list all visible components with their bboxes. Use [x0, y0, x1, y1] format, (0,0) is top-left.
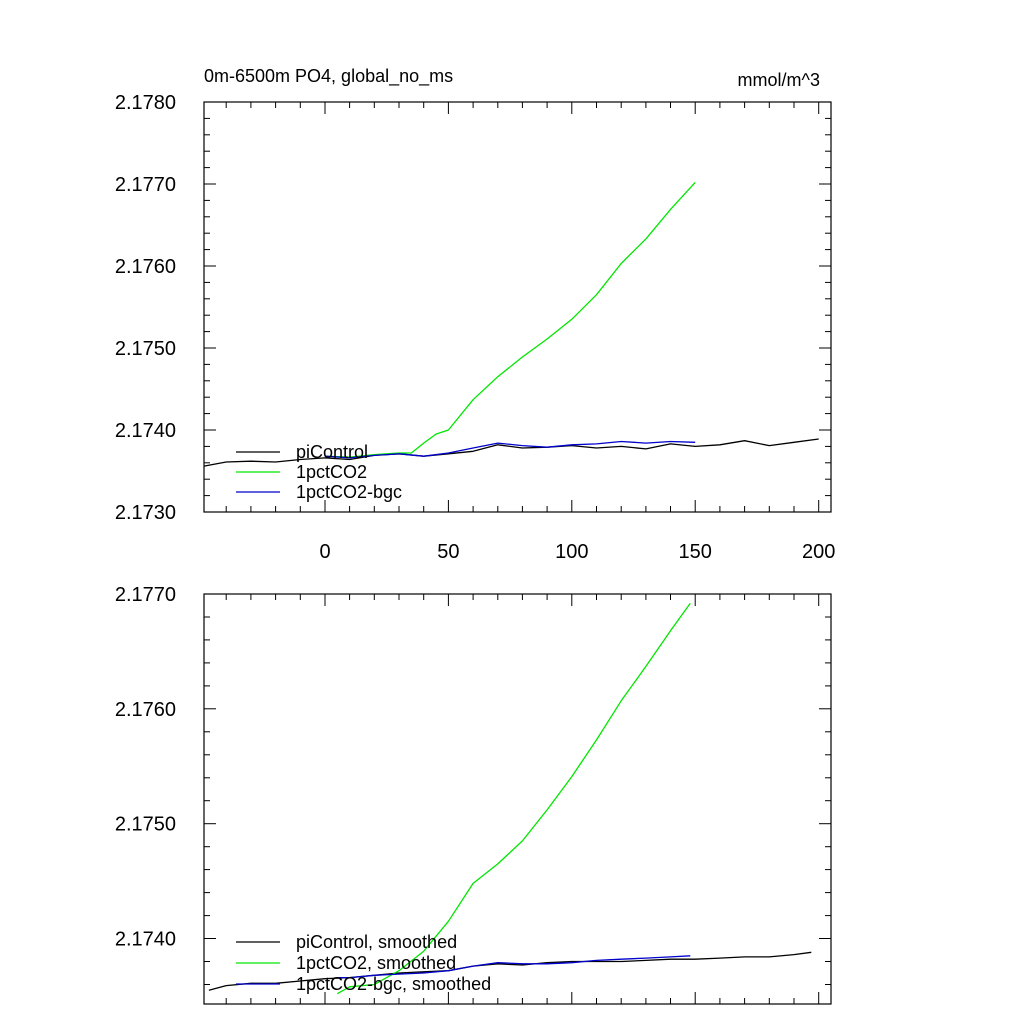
y-tick-label: 2.1750 — [115, 338, 176, 360]
y-tick-label: 2.1750 — [115, 814, 176, 836]
series-line — [324, 181, 696, 458]
axis-tick-labels: 2.1730 2.1740 2.1750 2.1760 2.1770 2.1780 0 50 1… — [115, 92, 836, 563]
bottom-panel: 2.1740 2.1750 2.1760 2.1770 piControl, smoo… — [115, 584, 832, 1005]
legend-label: 1pctCO2-bgc, smoothed — [296, 974, 491, 994]
axis-ticks — [204, 101, 831, 513]
top-panel: 0m-6500m PO4, global_no_ms mmol/m^3 2.17… — [115, 66, 836, 563]
y-tick-label: 2.1770 — [115, 584, 176, 606]
series-line — [324, 440, 696, 459]
y-tick-label: 2.1740 — [115, 929, 176, 951]
x-tick-label: 50 — [437, 541, 459, 563]
x-tick-label: 100 — [555, 541, 588, 563]
y-tick-label: 2.1730 — [115, 502, 176, 524]
legend-label: piControl, smoothed — [296, 932, 457, 952]
series-line — [203, 438, 819, 467]
y-tick-label: 2.1770 — [115, 174, 176, 196]
plot-frame — [203, 101, 832, 513]
axis-tick-labels: 2.1740 2.1750 2.1760 2.1770 — [115, 584, 176, 951]
legend-label: 1pctCO2 — [296, 462, 367, 482]
y-tick-label: 2.1760 — [115, 699, 176, 721]
legend-label: 1pctCO2-bgc — [296, 482, 402, 502]
axis-ticks — [204, 593, 831, 1004]
series-line — [337, 955, 691, 979]
units-label: mmol/m^3 — [738, 70, 820, 90]
series-lines — [208, 602, 812, 995]
x-tick-label: 150 — [679, 541, 712, 563]
x-tick-label: 0 — [319, 541, 330, 563]
series-line — [336, 602, 691, 995]
y-tick-label: 2.1780 — [115, 92, 176, 114]
series-line — [208, 951, 812, 991]
panel-title: 0m-6500m PO4, global_no_ms — [204, 66, 453, 87]
x-tick-label: 200 — [802, 541, 835, 563]
legend-label: piControl — [296, 442, 368, 462]
series-lines — [203, 181, 819, 467]
plot-frame — [203, 593, 832, 1005]
legend-label: 1pctCO2, smoothed — [296, 953, 456, 973]
y-tick-label: 2.1740 — [115, 420, 176, 442]
y-tick-label: 2.1760 — [115, 256, 176, 278]
